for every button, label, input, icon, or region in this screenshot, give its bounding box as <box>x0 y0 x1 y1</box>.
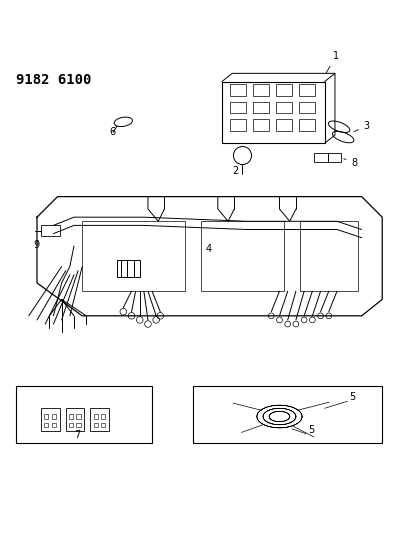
Bar <box>117 260 140 277</box>
Bar <box>299 119 315 131</box>
Bar <box>41 225 60 236</box>
Bar <box>69 423 73 427</box>
Bar <box>41 408 60 431</box>
Bar <box>94 415 98 418</box>
Bar <box>101 423 105 427</box>
Bar <box>276 102 292 113</box>
Bar <box>69 415 73 418</box>
Text: 7: 7 <box>74 430 80 440</box>
Bar <box>82 221 185 291</box>
Text: 4: 4 <box>206 244 212 254</box>
Bar <box>299 84 315 95</box>
Bar <box>193 386 382 443</box>
Text: 8: 8 <box>344 158 358 168</box>
Bar <box>230 84 246 95</box>
Bar <box>76 415 81 418</box>
Bar <box>101 415 105 418</box>
Text: 3: 3 <box>354 121 370 132</box>
Bar <box>90 408 109 431</box>
Bar <box>44 423 48 427</box>
Bar <box>66 408 84 431</box>
Text: 5: 5 <box>349 392 356 402</box>
Bar <box>201 221 284 291</box>
Text: 1: 1 <box>326 51 339 73</box>
Bar <box>52 415 56 418</box>
Bar <box>52 423 56 427</box>
Bar <box>253 84 269 95</box>
Bar <box>314 152 341 161</box>
Bar <box>300 221 358 291</box>
Text: 5: 5 <box>308 425 314 435</box>
Text: 9182 6100: 9182 6100 <box>16 74 92 87</box>
Bar <box>94 423 98 427</box>
Text: 6: 6 <box>109 127 115 137</box>
Bar <box>76 423 81 427</box>
Bar <box>222 82 325 143</box>
Bar <box>276 84 292 95</box>
Bar <box>16 386 152 443</box>
Text: 9: 9 <box>33 240 39 250</box>
Bar <box>253 119 269 131</box>
Bar <box>253 102 269 113</box>
Text: 2: 2 <box>232 166 238 176</box>
Bar <box>299 102 315 113</box>
Bar <box>230 119 246 131</box>
Bar <box>230 102 246 113</box>
Bar <box>44 415 48 418</box>
Bar <box>276 119 292 131</box>
